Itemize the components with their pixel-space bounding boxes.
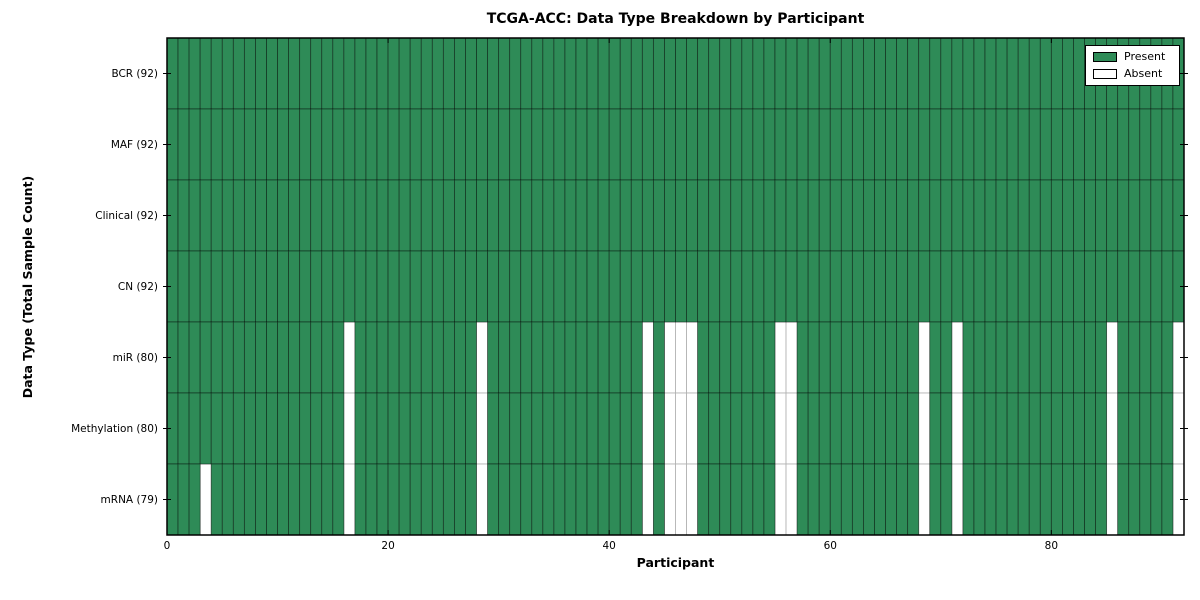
legend: Present Absent [1085,45,1180,86]
y-tick-label: CN (92) [117,280,158,293]
heatmap-grid [163,37,1188,536]
x-axis-label: Participant [636,555,715,570]
x-tick-label: 60 [823,540,837,552]
y-tick-label: mRNA (79) [100,493,158,506]
y-tick-label: miR (80) [112,351,158,364]
x-tick-label: 40 [602,540,616,552]
legend-label-present: Present [1124,50,1166,63]
x-tick-label: 0 [163,540,171,552]
chart-title: TCGA-ACC: Data Type Breakdown by Partici… [486,11,865,27]
x-tick-label: 80 [1044,540,1059,552]
y-tick-label: Methylation (80) [71,422,158,435]
x-tick-label: 20 [381,540,395,552]
y-tick-label: MAF (92) [110,138,158,151]
y-tick-label: Clinical (92) [95,209,158,222]
present-swatch [1093,52,1117,62]
absent-swatch [1093,69,1117,79]
legend-label-absent: Absent [1124,67,1163,80]
y-tick-label: BCR (92) [111,67,158,80]
plot-area [163,37,1188,536]
legend-item-absent: Absent [1093,68,1173,80]
legend-item-present: Present [1093,51,1173,63]
